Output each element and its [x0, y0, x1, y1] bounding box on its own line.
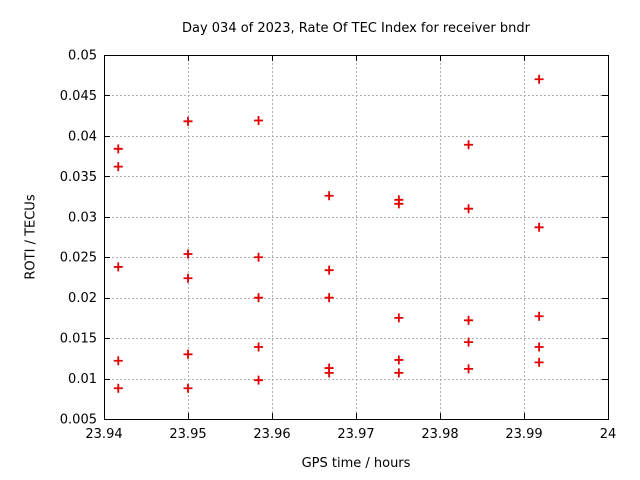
data-point-marker: [464, 140, 474, 150]
x-tick-label: 23.99: [505, 427, 542, 442]
data-point-marker: [183, 116, 193, 126]
data-point-marker: [324, 368, 334, 378]
data-point-marker: [254, 293, 264, 303]
x-tick-label: 23.94: [85, 427, 122, 442]
y-tick-label: 0.015: [60, 332, 97, 347]
data-point-marker: [464, 204, 474, 214]
data-point-marker: [183, 349, 193, 359]
data-point-marker: [254, 116, 264, 126]
data-point-marker: [464, 337, 474, 347]
y-tick-label: 0.035: [60, 170, 97, 185]
data-point-marker: [394, 199, 404, 209]
data-point-marker: [394, 355, 404, 365]
x-axis-label: GPS time / hours: [301, 456, 411, 471]
x-tick-label: 23.96: [253, 427, 290, 442]
data-point-marker: [113, 262, 123, 272]
data-point-marker: [324, 265, 334, 275]
x-tick-label: 23.95: [169, 427, 206, 442]
data-point-marker: [254, 375, 264, 385]
y-tick-label: 0.025: [60, 251, 97, 266]
data-point-marker: [254, 252, 264, 262]
x-tick-label: 23.97: [337, 427, 374, 442]
data-point-marker: [394, 313, 404, 323]
data-point-marker: [534, 342, 544, 352]
y-tick-label: 0.05: [68, 49, 97, 64]
y-tick-label: 0.005: [60, 413, 97, 428]
data-point-marker: [113, 162, 123, 172]
y-tick-label: 0.045: [60, 89, 97, 104]
data-point-marker: [183, 249, 193, 259]
data-point-marker: [534, 222, 544, 232]
data-point-marker: [464, 364, 474, 374]
data-point-marker: [534, 357, 544, 367]
data-point-marker: [254, 342, 264, 352]
x-tick-label: 24: [600, 427, 617, 442]
data-point-marker: [113, 383, 123, 393]
y-tick-label: 0.04: [68, 129, 97, 144]
y-tick-label: 0.02: [68, 291, 97, 306]
chart-title: Day 034 of 2023, Rate Of TEC Index for r…: [181, 21, 530, 36]
x-tick-label: 23.98: [421, 427, 458, 442]
data-point-marker: [534, 311, 544, 321]
data-point-marker: [183, 383, 193, 393]
data-point-marker: [183, 273, 193, 283]
data-point-marker: [394, 368, 404, 378]
data-point-marker: [324, 191, 334, 201]
data-point-marker: [464, 315, 474, 325]
data-point-marker: [534, 74, 544, 84]
data-point-marker: [113, 144, 123, 154]
y-tick-label: 0.03: [68, 210, 97, 225]
y-tick-label: 0.01: [68, 372, 97, 387]
data-point-marker: [113, 356, 123, 366]
data-point-marker: [324, 293, 334, 303]
